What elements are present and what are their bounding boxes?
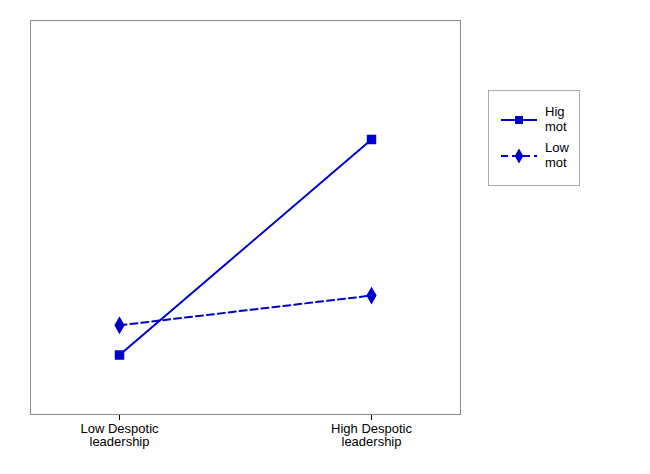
html-text:Low mot: Low mot xyxy=(545,139,569,170)
svg-text:High Despoticleadership: High Despoticleadership xyxy=(331,421,412,449)
svg-text:Low Despoticleadership: Low Despoticleadership xyxy=(80,421,159,449)
html-text:Hig mot: Hig mot xyxy=(545,104,567,134)
